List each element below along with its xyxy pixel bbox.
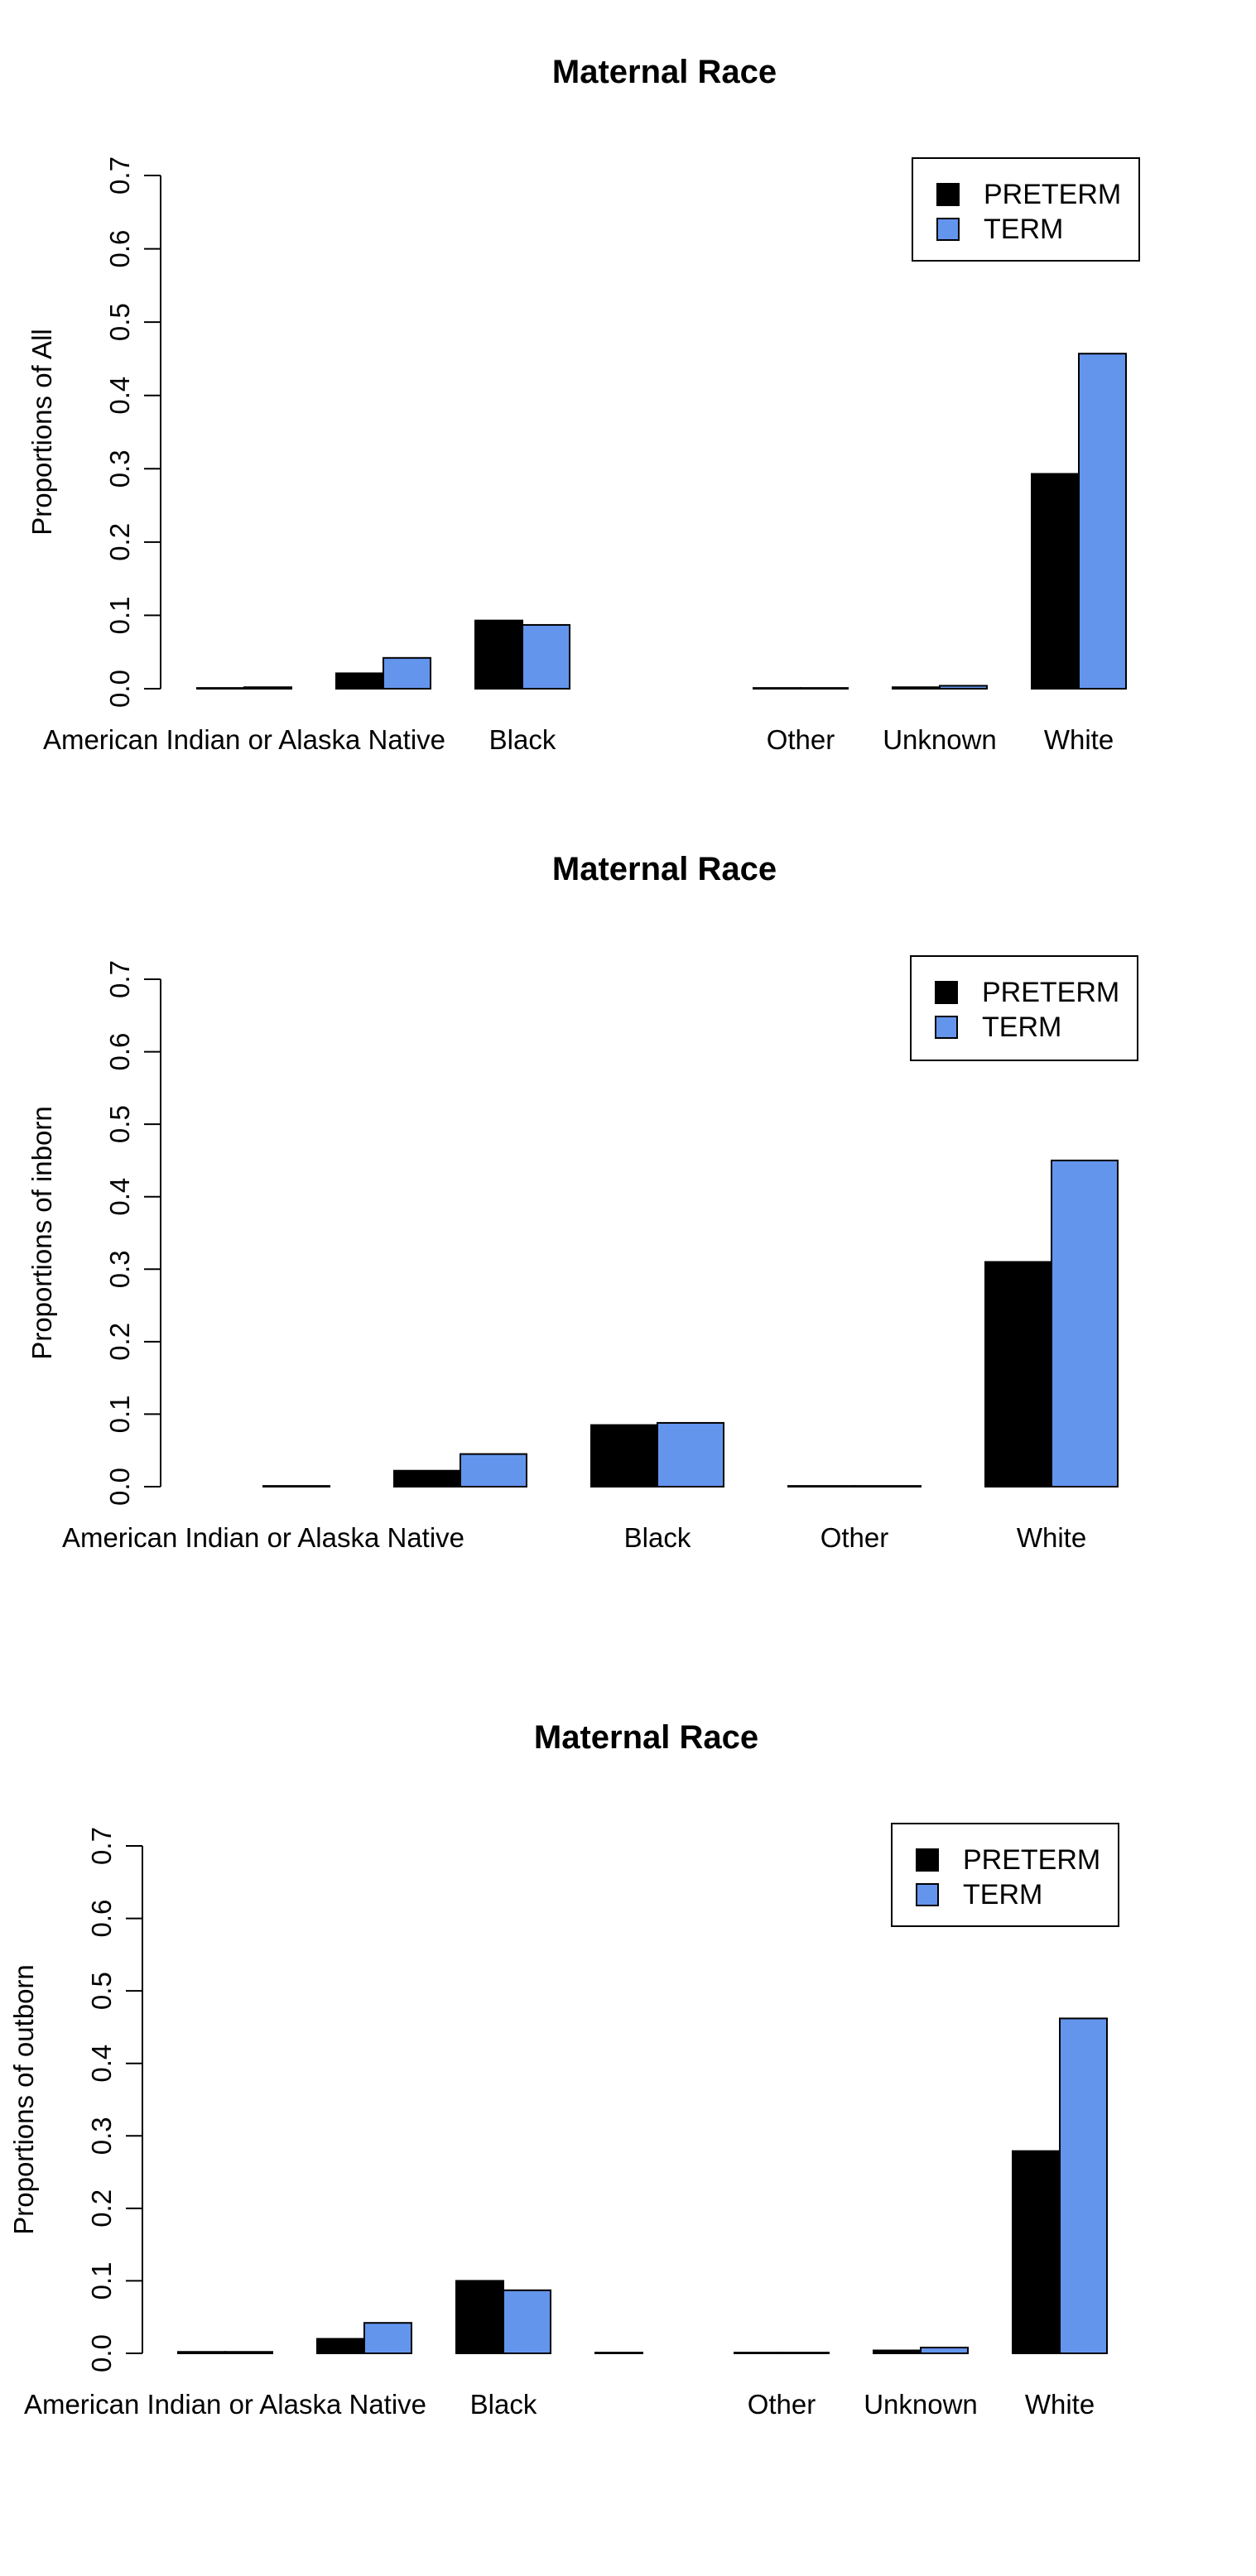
y-tick-label: 0.4 xyxy=(86,2045,117,2083)
x-category-label: White xyxy=(1017,1522,1086,1553)
bar-preterm-5 xyxy=(753,687,801,690)
bar-term-2 xyxy=(363,2322,412,2354)
bar-term-3 xyxy=(503,2289,551,2354)
x-category-label: Unknown xyxy=(864,2389,978,2420)
chart-title: Maternal Race xyxy=(534,1719,758,1756)
x-category-label: Other xyxy=(767,724,835,755)
y-tick-label: 0.5 xyxy=(104,303,135,341)
y-tick-label: 0.6 xyxy=(104,1033,135,1071)
bar-term-3 xyxy=(657,1421,724,1487)
chart-title: Maternal Race xyxy=(552,54,777,90)
bar-preterm-3 xyxy=(590,1424,658,1488)
x-category-label: Other xyxy=(748,2389,816,2420)
legend-swatch-term xyxy=(936,218,960,241)
x-category-label: Black xyxy=(624,1522,691,1553)
x-category-label: White xyxy=(1025,2389,1095,2420)
legend-box xyxy=(910,955,1138,1061)
y-tick-label: 0.5 xyxy=(104,1105,135,1143)
y-tick-label: 0.4 xyxy=(104,377,135,415)
bar-preterm-7 xyxy=(1031,473,1080,690)
y-tick-label: 0.5 xyxy=(86,1972,117,2010)
y-tick-label: 0.2 xyxy=(86,2189,117,2228)
bar-preterm-1 xyxy=(196,687,245,690)
legend-swatch-preterm xyxy=(936,183,960,206)
y-tick-label: 0.3 xyxy=(86,2117,117,2155)
y-tick-label: 0.7 xyxy=(86,1827,117,1865)
bar-preterm-1 xyxy=(177,2351,226,2354)
y-tick-label: 0.2 xyxy=(104,523,135,561)
legend-swatch-term xyxy=(916,1883,939,1906)
bar-preterm-2 xyxy=(316,2338,365,2354)
bar-preterm-3 xyxy=(455,2280,504,2354)
legend-label-term: TERM xyxy=(984,214,1063,245)
bar-term-1 xyxy=(243,686,292,690)
y-tick-label: 0.7 xyxy=(104,960,135,998)
legend-label-preterm: PRETERM xyxy=(982,977,1119,1008)
chart-panel-2: Maternal Race 0.0 0.1 0.2 0.3 0.4 0.5 0.6 0.7 Pro… xyxy=(26,851,1138,1553)
legend-box xyxy=(912,157,1140,262)
bar-term-2 xyxy=(383,656,431,690)
bar-term-4 xyxy=(854,1485,922,1487)
bar-preterm-4 xyxy=(787,1485,855,1487)
legend-label-term: TERM xyxy=(963,1879,1042,1910)
bar-preterm-2 xyxy=(393,1469,461,1487)
legend: PRETERM TERM xyxy=(910,955,1138,1061)
legend-swatch-term xyxy=(935,1016,958,1039)
x-category-label: Black xyxy=(489,724,556,755)
y-tick-label: 0.0 xyxy=(104,1468,135,1506)
x-category-label: Black xyxy=(470,2389,537,2420)
y-tick-label: 0.4 xyxy=(104,1178,135,1216)
legend-box xyxy=(891,1823,1119,1927)
x-category-label: Other xyxy=(820,1522,889,1553)
y-tick-label: 0.3 xyxy=(104,1250,135,1288)
bar-term-7 xyxy=(1059,2017,1108,2354)
bar-term-6 xyxy=(939,685,988,690)
y-axis-label: Proportions of outborn xyxy=(8,1964,39,2235)
y-tick-label: 0.0 xyxy=(104,670,135,708)
bar-term-5 xyxy=(800,687,849,690)
bar-preterm-7 xyxy=(1012,2150,1061,2355)
y-tick-label: 0.1 xyxy=(86,2261,117,2300)
x-category-label: American Indian or Alaska Native xyxy=(62,1522,464,1553)
y-tick-label: 0.1 xyxy=(104,1395,135,1433)
bar-preterm-2 xyxy=(335,672,384,690)
y-axis-label: Proportions of All xyxy=(26,329,57,535)
y-tick-label: 0.7 xyxy=(104,156,135,195)
x-category-label: American Indian or Alaska Native xyxy=(24,2389,426,2420)
bar-term-3 xyxy=(522,623,570,690)
y-axis-label: Proportions of inborn xyxy=(26,1106,57,1359)
y-tick-label: 0.2 xyxy=(104,1323,135,1361)
x-category-label: White xyxy=(1044,724,1114,755)
bar-term-1 xyxy=(262,1485,330,1487)
chart-title: Maternal Race xyxy=(552,851,777,887)
bar-preterm-6 xyxy=(873,2349,922,2354)
y-tick-label: 0.3 xyxy=(104,449,135,488)
legend-label-term: TERM xyxy=(982,1012,1061,1043)
y-tick-label: 0.6 xyxy=(104,230,135,268)
bar-term-1 xyxy=(224,2351,273,2354)
y-tick-label: 0.6 xyxy=(86,1900,117,1938)
x-category-label: American Indian or Alaska Native xyxy=(43,724,445,755)
bar-preterm-6 xyxy=(892,686,941,690)
y-tick-label: 0.0 xyxy=(86,2334,117,2372)
bar-term-2 xyxy=(460,1453,527,1488)
legend-label-preterm: PRETERM xyxy=(984,179,1121,210)
chart-panel-3: Maternal Race 0.0 0.1 0.2 0.3 0.4 0.5 0.6 0.7 Pro… xyxy=(8,1719,1119,2420)
x-category-label: Unknown xyxy=(883,724,997,755)
bar-preterm-5 xyxy=(984,1261,1052,1487)
chart-panel-1: Maternal Race 0.0 0.1 0.2 0.3 0.4 0.5 0.6 0.7 Pro… xyxy=(26,54,1140,755)
y-tick-label: 0.1 xyxy=(104,596,135,634)
bar-term-6 xyxy=(920,2346,969,2355)
legend-swatch-preterm xyxy=(935,981,958,1004)
bar-term-7 xyxy=(1078,353,1127,690)
bar-preterm-3 xyxy=(474,619,523,690)
legend-label-preterm: PRETERM xyxy=(963,1844,1100,1876)
legend-swatch-preterm xyxy=(916,1848,939,1872)
legend: PRETERM TERM xyxy=(912,157,1140,262)
bar-term-5 xyxy=(1051,1159,1119,1488)
